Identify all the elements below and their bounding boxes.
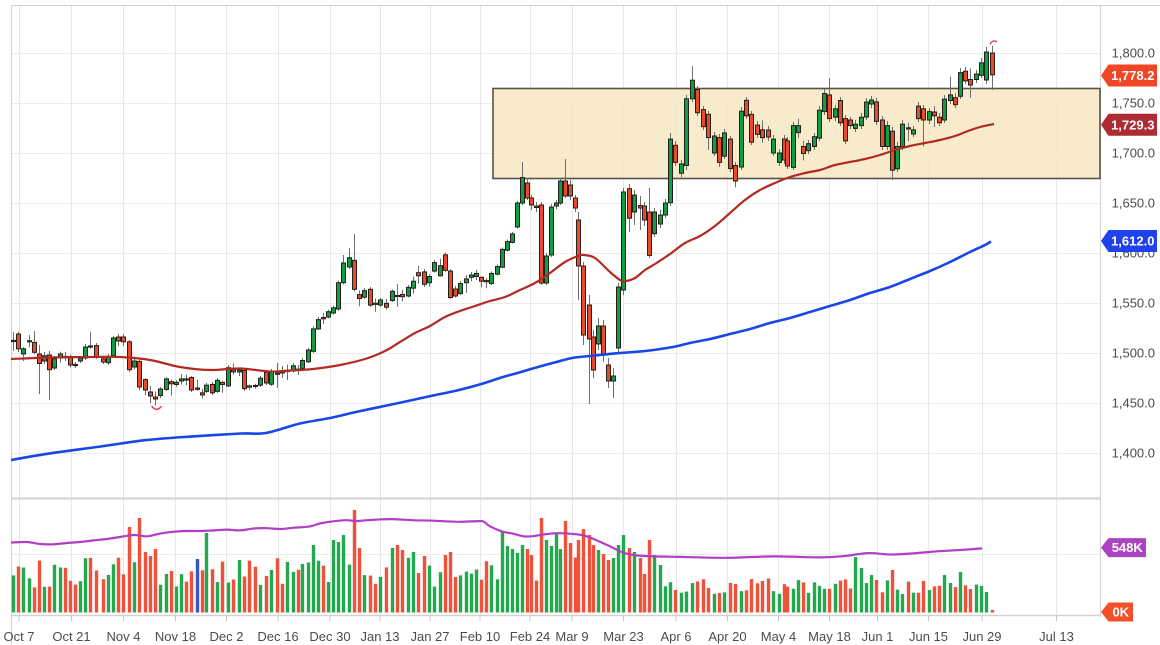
svg-text:0K: 0K bbox=[1112, 605, 1129, 620]
svg-text:Nov 18: Nov 18 bbox=[155, 629, 196, 644]
svg-text:Jan 27: Jan 27 bbox=[410, 629, 449, 644]
svg-text:Apr 20: Apr 20 bbox=[708, 629, 746, 644]
svg-text:1,612.0: 1,612.0 bbox=[1111, 234, 1154, 249]
svg-text:Jul 13: Jul 13 bbox=[1039, 629, 1074, 644]
svg-text:1,700.0: 1,700.0 bbox=[1112, 145, 1155, 160]
svg-text:1,550.0: 1,550.0 bbox=[1112, 295, 1155, 310]
svg-text:Mar 23: Mar 23 bbox=[603, 629, 643, 644]
svg-text:Jun 15: Jun 15 bbox=[909, 629, 948, 644]
svg-text:1,800.0: 1,800.0 bbox=[1112, 45, 1155, 60]
svg-text:Mar 9: Mar 9 bbox=[555, 629, 588, 644]
svg-text:Oct 21: Oct 21 bbox=[52, 629, 90, 644]
svg-text:Feb 24: Feb 24 bbox=[510, 629, 550, 644]
svg-text:Feb 10: Feb 10 bbox=[460, 629, 500, 644]
svg-text:Jan 13: Jan 13 bbox=[360, 629, 399, 644]
svg-text:Oct 7: Oct 7 bbox=[3, 629, 34, 644]
svg-text:548K: 548K bbox=[1112, 540, 1144, 555]
svg-text:1,750.0: 1,750.0 bbox=[1112, 95, 1155, 110]
svg-text:Dec 16: Dec 16 bbox=[257, 629, 298, 644]
svg-text:May 18: May 18 bbox=[808, 629, 851, 644]
svg-text:1,650.0: 1,650.0 bbox=[1112, 195, 1155, 210]
svg-text:Apr 6: Apr 6 bbox=[660, 629, 691, 644]
svg-text:1,778.2: 1,778.2 bbox=[1111, 68, 1154, 83]
svg-text:1,400.0: 1,400.0 bbox=[1112, 445, 1155, 460]
svg-text:Nov 4: Nov 4 bbox=[107, 629, 141, 644]
svg-text:1,450.0: 1,450.0 bbox=[1112, 395, 1155, 410]
svg-text:Jun 1: Jun 1 bbox=[862, 629, 894, 644]
svg-text:May 4: May 4 bbox=[761, 629, 796, 644]
svg-text:1,729.3: 1,729.3 bbox=[1111, 117, 1154, 132]
svg-text:Dec 2: Dec 2 bbox=[210, 629, 244, 644]
svg-text:1,500.0: 1,500.0 bbox=[1112, 345, 1155, 360]
svg-text:Jun 29: Jun 29 bbox=[962, 629, 1001, 644]
svg-text:Dec 30: Dec 30 bbox=[309, 629, 350, 644]
